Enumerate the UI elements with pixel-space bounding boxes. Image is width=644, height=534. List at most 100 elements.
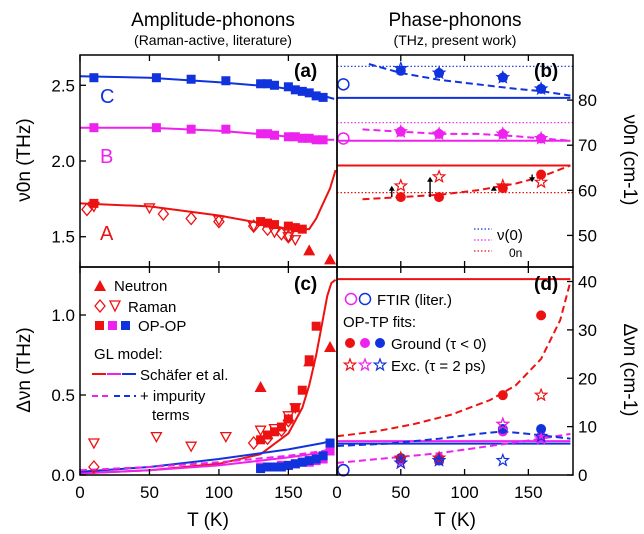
point-a-1-11: [311, 135, 321, 145]
y-tick-label-d-4: 40: [578, 273, 597, 292]
x-tick-label-left-2: 100: [205, 483, 233, 502]
legend-raman-label: Raman: [128, 299, 176, 316]
point-c-4-10: [325, 446, 335, 456]
arrow-head-1: [427, 176, 434, 182]
point-d-2-2: [497, 390, 508, 401]
x-tick-label-left-3: 150: [274, 483, 302, 502]
point-c-5-4: [283, 460, 293, 470]
point-d-7-2: [495, 452, 511, 467]
point-a-1-12: [318, 135, 328, 145]
point-a-2-1: [256, 217, 266, 227]
point-a-2-5: [290, 223, 300, 233]
point-a-0-5: [263, 79, 273, 89]
point-a-4-1: [143, 203, 156, 215]
point-a-1-9: [297, 133, 307, 143]
legend-gl-model-label: GL model:: [94, 346, 163, 363]
point-a-0-4: [256, 79, 266, 89]
point-b-5-2: [495, 126, 511, 141]
point-a-4-0: [87, 201, 100, 213]
point-c-3-8: [311, 321, 321, 331]
legend-ground-marker-magenta: [360, 338, 370, 348]
point-b-6-1: [434, 192, 445, 203]
legend-ground-marker-red: [345, 338, 355, 348]
legend-exc-marker-0: [342, 357, 358, 372]
point-a-5-1: [324, 253, 337, 265]
point-a-1-2: [186, 124, 196, 134]
point-c-5-0: [256, 464, 266, 474]
point-b-5-3: [533, 130, 549, 145]
y-axis-title-right-bottom-text: Δνn (cm-1): [619, 324, 640, 417]
left-column-title: Amplitude-phonons: [131, 10, 295, 31]
x-tick-label-left-1: 50: [140, 483, 159, 502]
y-axis-title-left-bottom-text: Δνn (THz): [14, 327, 35, 413]
right-column-title: Phase-phonons: [388, 10, 521, 31]
point-c-1-0: [88, 459, 100, 475]
point-b-2-2: [495, 69, 511, 84]
point-b-7-1: [431, 169, 447, 183]
point-a-0-6: [269, 80, 279, 90]
legend-ftir-marker-blue: [358, 292, 372, 306]
legend-optp-label: OP-TP fits:: [343, 314, 416, 331]
point-c-5-3: [276, 462, 286, 472]
point-a-2-3: [269, 220, 279, 230]
point-a-3-1: [157, 206, 170, 222]
y-axis-title-left-top-text: ν0n (THz): [14, 118, 35, 201]
panel-tag-b: (b): [534, 61, 558, 82]
point-a-1-1: [151, 123, 161, 133]
legend-ground-marker-blue: [375, 338, 385, 348]
line-c-0: [79, 279, 337, 475]
x-tick-label-left-0: 0: [75, 483, 84, 502]
point-c-5-8: [311, 454, 321, 464]
legend-impurity-label-2: terms: [152, 407, 190, 424]
panel-a: [79, 73, 337, 265]
panel-tag-a: (a): [294, 61, 317, 82]
y-tick-label-d-3: 30: [578, 321, 597, 340]
point-d-5-0: [393, 450, 409, 465]
point-d-7-1: [431, 452, 447, 467]
point-c-2-0: [87, 438, 100, 450]
y-tick-label-d-2: 20: [578, 369, 597, 388]
y-tick-label-d-1: 10: [578, 418, 597, 437]
legend-nu0-label: ν(0): [497, 227, 523, 244]
point-a-1-5: [263, 129, 273, 139]
legend-b: ν(0) 0n: [474, 227, 523, 260]
point-c-5-9: [318, 451, 328, 461]
point-c-3-0: [256, 435, 266, 445]
point-a-4-3: [247, 221, 260, 233]
panel-tag-c: (c): [294, 274, 317, 295]
y-tick-label-b-1: 60: [578, 181, 597, 200]
point-b-5-1: [431, 126, 447, 141]
point-d-5-1: [431, 450, 447, 465]
point-c-2-3: [219, 431, 232, 443]
point-c-3-2: [269, 427, 279, 437]
y-axis-title-right-bottom: Δνn (cm-1): [619, 324, 640, 417]
point-c-3-5: [290, 403, 300, 413]
point-c-5-1: [263, 462, 273, 472]
x-tick-label-right-1: 50: [391, 483, 410, 502]
point-d-7-3: [533, 428, 549, 443]
arrow-head-3: [529, 177, 536, 183]
point-c-5-7: [304, 456, 314, 466]
x-axis-title-left: T (K): [187, 510, 229, 531]
mode-label-a: A: [100, 223, 114, 245]
point-c-0-2: [324, 341, 337, 352]
legend-exc-label: Exc. (τ = 2 ps): [391, 358, 486, 375]
legend-ground-label: Ground (τ < 0): [391, 336, 487, 353]
point-b-7-3: [533, 174, 549, 189]
x-axis-title-right: T (K): [434, 510, 476, 531]
y-tick-label-d-0: 0: [578, 466, 587, 485]
point-c-2-2: [185, 441, 198, 453]
point-a-0-12: [318, 92, 328, 102]
legend-ftir-label: FTIR (liter.): [377, 292, 452, 309]
left-column-subtitle: (Raman-active, literature): [134, 32, 292, 48]
legend-raman-triangle-marker: [108, 300, 122, 313]
point-a-0-11: [311, 91, 321, 101]
point-a-1-10: [304, 133, 314, 143]
y-axis-title-right-top-text: ν0n (cm-1): [619, 115, 640, 206]
point-a-3-2: [185, 211, 197, 226]
point-a-0-1: [151, 73, 161, 83]
point-d-6-2: [495, 416, 511, 431]
point-d-1-0: [337, 463, 350, 477]
